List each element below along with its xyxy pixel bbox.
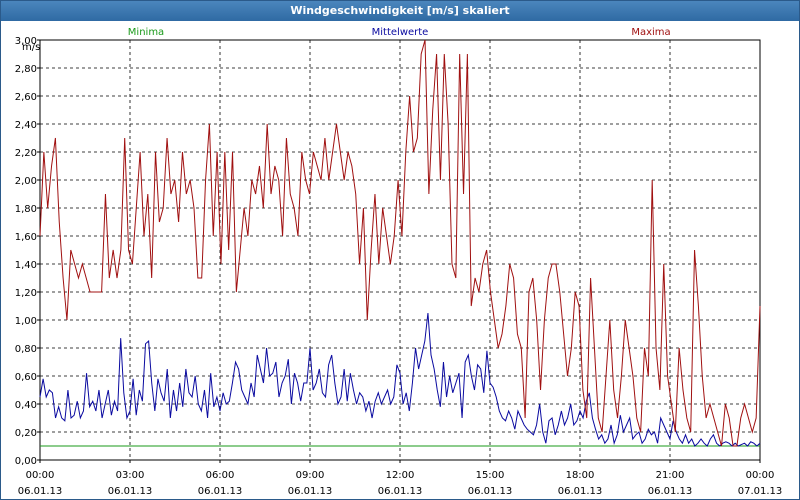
y-tick-label: 0,20 xyxy=(15,428,37,439)
series-maxima xyxy=(39,39,761,447)
x-tick-time: 18:00 xyxy=(566,470,595,481)
legend-minima: Minima xyxy=(128,27,164,38)
y-tick-label: 1,20 xyxy=(15,288,37,299)
y-tick-label: 2,00 xyxy=(15,176,37,187)
x-tick-time: 03:00 xyxy=(116,470,145,481)
x-tick-time: 09:00 xyxy=(296,470,325,481)
y-tick-label: 3,00 xyxy=(15,36,37,47)
x-tick-date: 07.01.13 xyxy=(738,486,783,497)
legend-maxima: Maxima xyxy=(631,27,670,38)
x-tick-time: 00:00 xyxy=(746,470,775,481)
x-tick-date: 06.01.13 xyxy=(108,486,153,497)
x-tick-time: 12:00 xyxy=(386,470,415,481)
y-axis: 0,00 0,20 0,40 0,60 0,80 1,00 1,20 1,40 1,60 1,80… xyxy=(15,36,40,467)
y-tick-label: 2,40 xyxy=(15,120,37,131)
x-tick-time: 00:00 xyxy=(26,470,55,481)
y-tick-label: 1,80 xyxy=(15,204,37,215)
x-tick-date: 06.01.13 xyxy=(198,486,243,497)
window-title: Windgeschwindigkeit [m/s] skaliert xyxy=(1,1,799,21)
y-tick-label: 0,40 xyxy=(15,400,37,411)
x-tick-date: 06.01.13 xyxy=(18,486,63,497)
series-lines xyxy=(39,39,761,447)
legend-mittelwerte: Mittelwerte xyxy=(372,27,429,38)
x-tick-time: 21:00 xyxy=(656,470,685,481)
x-axis: 00:00 06.01.13 03:00 06.01.13 06:00 06.01.13 0… xyxy=(18,460,783,497)
y-tick-label: 2,20 xyxy=(15,148,37,159)
y-tick-label: 1,00 xyxy=(15,316,37,327)
series-mittelwerte xyxy=(39,312,761,447)
y-tick-label: 1,60 xyxy=(15,232,37,243)
x-tick-date: 06.01.13 xyxy=(288,486,333,497)
x-tick-date: 06.01.13 xyxy=(558,486,603,497)
x-tick-time: 15:00 xyxy=(476,470,505,481)
y-tick-label: 2,80 xyxy=(15,64,37,75)
y-tick-label: 0,80 xyxy=(15,344,37,355)
y-axis-label: m/s xyxy=(22,42,40,53)
y-tick-label: 0,00 xyxy=(15,456,37,467)
x-tick-date: 06.01.13 xyxy=(378,486,423,497)
x-tick-date: 06.01.13 xyxy=(468,486,513,497)
y-tick-label: 1,40 xyxy=(15,260,37,271)
y-tick-label: 2,60 xyxy=(15,92,37,103)
x-tick-date: 06.01.13 xyxy=(648,486,693,497)
x-tick-time: 06:00 xyxy=(206,470,235,481)
y-tick-label: 0,60 xyxy=(15,372,37,383)
